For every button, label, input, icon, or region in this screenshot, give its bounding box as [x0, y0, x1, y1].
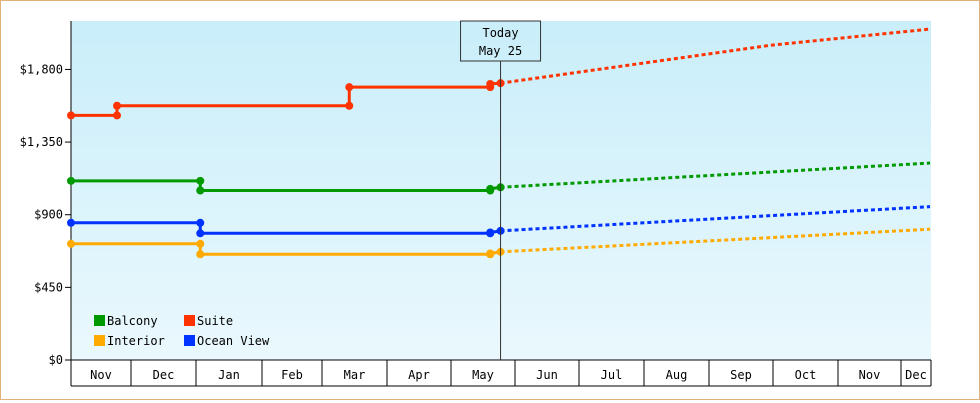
series-forecast-line: [500, 227, 931, 254]
series-point: [486, 184, 495, 193]
series-point: [196, 229, 205, 238]
legend-swatch: [184, 315, 195, 326]
x-month-label: Sep: [730, 368, 752, 382]
today-label-line2: May 25: [479, 44, 522, 58]
legend: Balcony Suite Interior Ocean View: [94, 314, 270, 348]
series-layer: [67, 27, 931, 259]
series-point: [345, 83, 354, 92]
series-point: [67, 111, 75, 120]
y-tick-label: $900: [34, 208, 63, 222]
x-month-label: Jul: [601, 368, 623, 382]
today-label-box: [460, 20, 542, 62]
y-tick-label: $1,800: [20, 62, 63, 76]
legend-swatch: [94, 315, 105, 326]
series-point: [486, 79, 495, 88]
series-point: [196, 218, 205, 227]
x-month-label: Apr: [408, 368, 430, 382]
x-month-label: Nov: [859, 368, 881, 382]
legend-swatch: [94, 335, 105, 346]
legend-label: Ocean View: [197, 334, 270, 348]
x-month-label: Aug: [666, 368, 688, 382]
series-point: [196, 186, 205, 195]
series-interior: [67, 227, 931, 259]
x-month-label: Jan: [218, 368, 240, 382]
series-point: [196, 176, 205, 185]
series-forecast-line: [500, 205, 931, 233]
legend-label: Suite: [197, 314, 233, 328]
legend-label: Interior: [107, 334, 165, 348]
series-point: [486, 249, 495, 258]
series-point: [113, 101, 121, 110]
legend-swatch: [184, 335, 195, 346]
series-point: [67, 218, 75, 227]
x-month-label: Dec: [153, 368, 175, 382]
series-point: [486, 228, 495, 237]
legend-label: Balcony: [107, 314, 158, 328]
x-month-label: Oct: [795, 368, 817, 382]
series-point: [345, 101, 354, 110]
series-balcony: [67, 161, 931, 195]
series-ocean-view: [67, 205, 931, 238]
series-point: [67, 239, 75, 248]
x-axis: Nov Dec Jan Feb Mar Apr May Jun Jul Aug Sep Oct Nov D…: [70, 359, 932, 387]
series-forecast-line: [500, 161, 931, 189]
series-forecast-line: [500, 27, 931, 85]
x-month-label: Dec: [905, 368, 927, 382]
series-point: [113, 111, 121, 120]
x-month-label: Mar: [344, 368, 366, 382]
series-point: [196, 250, 205, 259]
x-month-label: Jun: [536, 368, 558, 382]
series-point: [67, 176, 75, 185]
x-month-label: Nov: [90, 368, 112, 382]
y-tick-label: $450: [34, 280, 63, 294]
series-point: [196, 239, 205, 248]
today-label-line1: Today: [482, 26, 518, 40]
x-month-label: Feb: [281, 368, 303, 382]
y-tick-label: $1,350: [20, 135, 63, 149]
today-marker: Today May 25: [460, 20, 542, 360]
y-axis: $0 $450 $900 $1,350 $1,800: [20, 21, 72, 367]
x-month-label: May: [472, 368, 494, 382]
y-tick-label: $0: [49, 353, 63, 367]
